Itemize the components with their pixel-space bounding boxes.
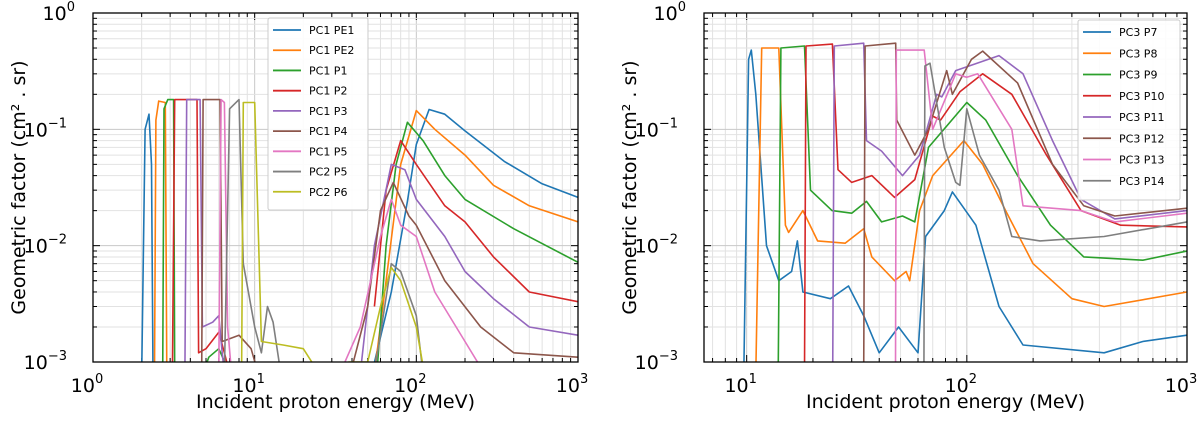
y-tick-label: 100 — [43, 0, 75, 25]
tick-base: 10 — [24, 119, 48, 141]
tick-exponent: 2 — [969, 372, 977, 387]
legend-entry: PC1 P3 — [309, 105, 347, 118]
tick-base: 10 — [232, 375, 256, 397]
series-line-pc1-p3 — [184, 98, 224, 362]
series-line-pc2-p6 — [240, 101, 313, 362]
tick-base: 10 — [1165, 375, 1189, 397]
legend-entry: PC3 P10 — [1119, 90, 1164, 103]
series-line-pc1-pe2 — [375, 109, 578, 362]
legend-entry: PC3 P9 — [1119, 69, 1157, 82]
y-tick-label: 10−1 — [635, 116, 678, 141]
tick-exponent: 0 — [95, 372, 103, 387]
tick-exponent: 1 — [749, 372, 757, 387]
legend-entry: PC3 P7 — [1119, 26, 1157, 39]
series-line-pc1-pe2 — [153, 100, 168, 362]
legend-entry: PC1 P4 — [309, 125, 347, 138]
series-line-pc1-p1 — [376, 121, 578, 362]
series-line-pc3-p14 — [923, 62, 1187, 362]
legend-entry: PC1 PE2 — [309, 44, 354, 57]
y-tick-label: 10−3 — [635, 349, 678, 374]
tick-exponent: −1 — [48, 116, 67, 131]
x-tick-label: 102 — [394, 372, 426, 397]
tick-base: 10 — [724, 375, 748, 397]
legend-entry: PC3 P12 — [1119, 132, 1164, 145]
tick-exponent: 2 — [418, 372, 426, 387]
legend-entry: PC3 P13 — [1119, 154, 1164, 167]
tick-exponent: 3 — [1189, 372, 1197, 387]
y-tick-label: 10−2 — [635, 233, 678, 258]
series-line-pc3-p7 — [743, 49, 1187, 362]
tick-base: 10 — [24, 352, 48, 374]
grid — [704, 13, 1187, 363]
tick-exponent: 1 — [257, 372, 265, 387]
x-axis-label: Incident proton energy (MeV) — [196, 391, 475, 413]
legend-box — [267, 17, 369, 211]
tick-base: 10 — [556, 375, 580, 397]
legend-entry: PC1 P5 — [309, 145, 347, 158]
tick-exponent: −2 — [48, 233, 67, 248]
axes-frame — [92, 12, 579, 363]
x-axis-label: Incident proton energy (MeV) — [806, 391, 1085, 413]
series-line-pc1-p4 — [200, 98, 256, 362]
legend-entry: PC3 P14 — [1119, 175, 1164, 188]
series-line-pc1-p1 — [206, 347, 226, 362]
legend: PC1 PE1 PC1 PE2 PC1 P1 PC1 P2 PC1 P3 PC1 P4 PC… — [267, 17, 369, 211]
tick-exponent: −1 — [659, 116, 678, 131]
legend: PC3 P7 PC3 P8 PC3 P9 PC3 P10 PC3 P11 PC3 P12 P… — [1077, 19, 1181, 201]
y-axis-label: Geometric factor (cm² . sr) — [619, 60, 641, 314]
x-tick-label: 103 — [556, 372, 588, 397]
tick-exponent: 3 — [580, 372, 588, 387]
legend-box — [1077, 19, 1181, 201]
legend-entry: PC2 P6 — [309, 186, 347, 199]
series-line-pc2-p5 — [375, 262, 423, 362]
legend-entry: PC1 PE1 — [309, 24, 354, 37]
series-line-pc1-p2 — [373, 139, 578, 307]
tick-exponent: 0 — [678, 0, 686, 15]
series-group — [743, 42, 1187, 362]
series-line-pc2-p5 — [223, 98, 280, 362]
tick-base: 10 — [24, 236, 48, 258]
series-line-pc3-p13 — [894, 49, 1187, 362]
series-line-pc2-p6 — [348, 266, 424, 362]
x-tick-label: 100 — [71, 372, 103, 397]
y-tick-label: 10−1 — [24, 116, 67, 141]
series-line-pc1-pe1 — [373, 108, 578, 362]
y-tick-label: 10−2 — [24, 233, 67, 258]
tick-base: 10 — [635, 352, 659, 374]
x-tick-label: 102 — [945, 372, 977, 397]
axes-frame — [703, 12, 1188, 363]
tick-base: 10 — [635, 119, 659, 141]
x-tick-label: 101 — [232, 372, 264, 397]
tick-base: 10 — [635, 236, 659, 258]
series-line-pc1-p4 — [352, 181, 578, 362]
tick-base: 10 — [654, 3, 678, 25]
series-line-pc1-pe1 — [141, 113, 154, 362]
tick-base: 10 — [394, 375, 418, 397]
tick-exponent: −3 — [48, 349, 67, 364]
legend-entry: PC3 P8 — [1119, 47, 1157, 60]
tick-base: 10 — [71, 375, 95, 397]
tick-exponent: −3 — [659, 349, 678, 364]
legend-entry: PC1 P1 — [309, 64, 347, 77]
y-axis-label: Geometric factor (cm² . sr) — [8, 60, 30, 314]
x-tick-label: 103 — [1165, 372, 1197, 397]
x-tick-label: 101 — [724, 372, 756, 397]
legend-entry: PC2 P5 — [309, 166, 347, 179]
series-line-pc3-p9 — [777, 45, 1187, 362]
legend-entry: PC1 P2 — [309, 85, 347, 98]
y-tick-label: 10−3 — [24, 349, 67, 374]
tick-base: 10 — [945, 375, 969, 397]
series-line-pc1-p5 — [218, 98, 232, 362]
tick-exponent: 0 — [67, 0, 75, 15]
y-tick-label: 100 — [654, 0, 686, 25]
tick-base: 10 — [43, 3, 67, 25]
series-group — [141, 98, 578, 362]
tick-exponent: −2 — [659, 233, 678, 248]
legend-entry: PC3 P11 — [1119, 111, 1164, 124]
series-line-pc1-p5 — [344, 198, 479, 362]
